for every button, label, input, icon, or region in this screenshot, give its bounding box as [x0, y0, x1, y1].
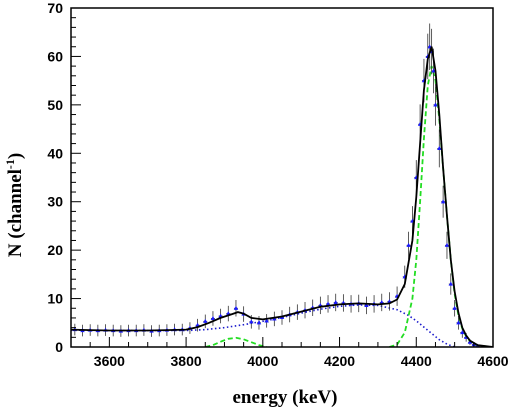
data-marker: [460, 330, 465, 335]
data-point: [437, 129, 442, 168]
data-marker: [431, 68, 436, 73]
data-point: [406, 231, 411, 259]
data-point: [210, 311, 216, 326]
x-tick-label: 4400: [401, 353, 432, 369]
data-point: [325, 295, 331, 313]
x-axis: 3600 3800 4000 4200 4400 4600: [70, 337, 509, 369]
data-point: [448, 273, 453, 295]
data-marker: [437, 146, 442, 151]
series-layer: [71, 23, 493, 347]
data-marker: [433, 102, 438, 107]
data-point: [264, 314, 269, 328]
data-point: [233, 300, 239, 317]
data-point: [444, 231, 450, 259]
y-tick-label: 0: [55, 339, 63, 355]
y-axis-title: N (channel-1): [3, 153, 26, 257]
y-tick-label: 40: [47, 145, 63, 161]
y-axis-title-close: ): [5, 153, 26, 159]
y-tick-label: 10: [47, 291, 63, 307]
data-point: [456, 316, 461, 330]
y-tick-label: 20: [47, 242, 63, 258]
data-marker: [203, 318, 208, 323]
data-marker: [325, 301, 331, 306]
data-marker: [406, 242, 411, 247]
y-axis-title-main: N (channel: [5, 169, 26, 257]
series-total-fit: [71, 46, 493, 347]
data-marker: [448, 281, 453, 286]
x-tick-label: 4200: [324, 353, 355, 369]
data-marker: [440, 199, 446, 204]
series-background-component: [71, 304, 455, 347]
data-marker: [264, 318, 269, 323]
y-tick-label: 60: [47, 48, 63, 64]
data-marker: [379, 300, 384, 305]
x-tick-label: 3600: [94, 353, 125, 369]
x-tick-label: 4000: [247, 353, 278, 369]
x-axis-title: energy (keV): [233, 387, 338, 408]
data-marker: [456, 320, 461, 325]
data-point: [333, 293, 338, 312]
data-point: [440, 185, 446, 218]
x-tick-label: 3800: [171, 353, 202, 369]
data-marker: [364, 302, 369, 307]
data-marker: [210, 316, 216, 321]
data-marker: [452, 305, 457, 310]
plot-area: [71, 23, 493, 347]
data-point: [379, 293, 384, 312]
series-peak-component-1: [205, 336, 267, 347]
y-tick-label: 70: [47, 0, 63, 16]
data-marker: [256, 320, 262, 325]
y-tick-label: 30: [47, 194, 63, 210]
data-marker: [333, 300, 338, 305]
data-point: [203, 314, 208, 329]
y-tick-label: 50: [47, 97, 63, 113]
data-marker: [444, 242, 450, 247]
data-point: [452, 300, 457, 317]
x-tick-label: 4600: [477, 353, 508, 369]
y-axis: 0 10 20 30 40 50 60 70: [47, 0, 81, 355]
data-point: [433, 84, 438, 126]
data-marker: [249, 319, 254, 324]
data-marker: [233, 305, 239, 310]
data-point: [364, 296, 369, 315]
y-axis-title-superscript: -1: [3, 159, 17, 169]
data-marker: [467, 339, 473, 344]
